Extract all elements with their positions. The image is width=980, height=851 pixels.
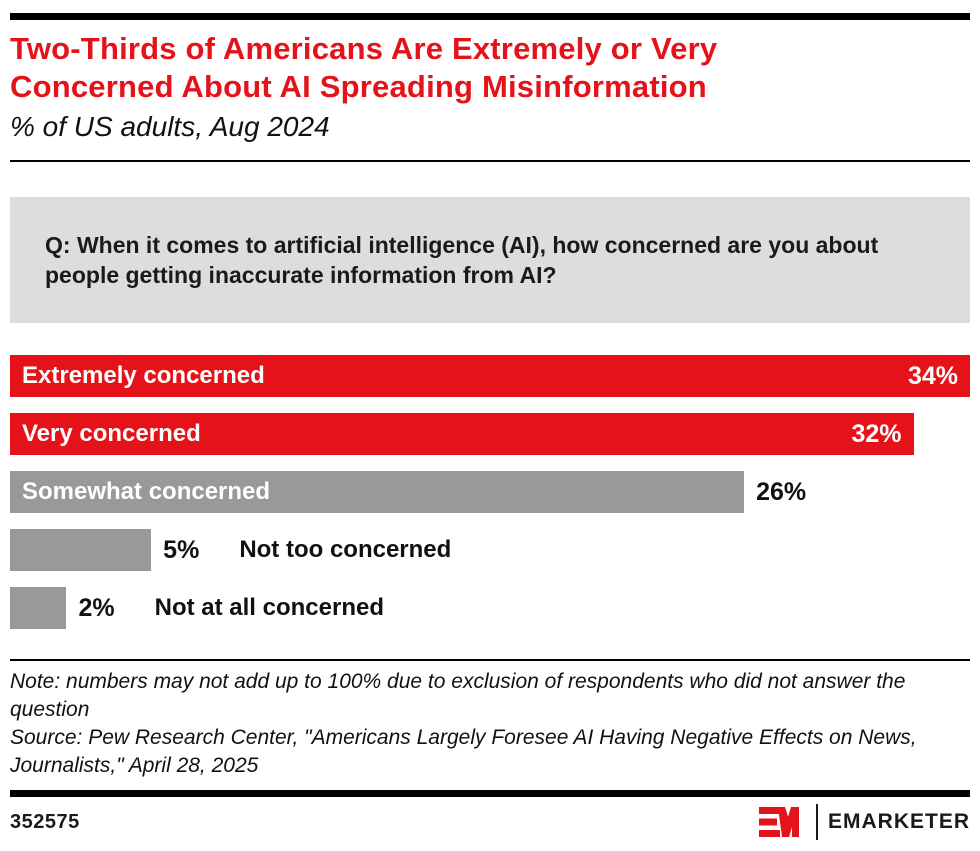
bar-extremely-concerned: Extremely concerned 34% [10, 355, 970, 397]
emarketer-logo-icon [758, 807, 806, 837]
bar-row-not-at-all-concerned: 2% Not at all concerned [10, 587, 970, 629]
bar-value: 32% [851, 419, 902, 448]
bar-row-somewhat-concerned: Somewhat concerned 26% [10, 471, 970, 513]
bar-label: Not at all concerned [154, 594, 384, 621]
bar-very-concerned: Very concerned 32% [10, 413, 914, 455]
bar-value: 34% [907, 361, 958, 390]
bar-label: Not too concerned [239, 536, 452, 563]
bar-chart: Extremely concerned 34% Very concerned 3… [10, 355, 970, 629]
title-divider [10, 160, 970, 162]
chart-id: 352575 [10, 810, 80, 833]
footer: 352575 EMARKETER [10, 804, 970, 840]
bar-value: 26% [756, 477, 807, 506]
chart-subtitle: % of US adults, Aug 2024 [10, 111, 330, 142]
note-text: Note: numbers may not add up to 100% due… [10, 670, 906, 721]
question-text: Q: When it comes to artificial intellige… [45, 232, 879, 288]
footer-rule [10, 790, 970, 797]
chart-title-line-1: Two-Thirds of Americans Are Extremely or… [10, 31, 718, 66]
bar-value: 2% [78, 593, 115, 622]
chart-title-line-2: Concerned About AI Spreading Misinformat… [10, 69, 707, 104]
bar-row-extremely-concerned: Extremely concerned 34% [10, 355, 970, 397]
bar-row-not-too-concerned: 5% Not too concerned [10, 529, 970, 571]
bar-not-too-concerned [10, 529, 152, 571]
question-box: Q: When it comes to artificial intellige… [10, 197, 970, 323]
emarketer-logo: EMARKETER [758, 804, 970, 840]
top-rule [10, 13, 970, 20]
source-text: Source: Pew Research Center, "Americans … [10, 726, 917, 777]
bar-label: Somewhat concerned [22, 478, 271, 505]
bar-somewhat-concerned: Somewhat concerned [10, 471, 745, 513]
bar-label: Extremely concerned [22, 362, 265, 389]
notes-section: Note: numbers may not add up to 100% due… [10, 668, 970, 780]
logo-divider [815, 804, 818, 840]
bar-value: 5% [163, 535, 200, 564]
emarketer-wordmark: EMARKETER [827, 810, 970, 833]
chart-page: Two-Thirds of Americans Are Extremely or… [0, 13, 980, 851]
bar-label: Very concerned [22, 420, 201, 447]
bar-not-at-all-concerned [10, 587, 67, 629]
bar-row-very-concerned: Very concerned 32% [10, 413, 970, 455]
chart-title: Two-Thirds of Americans Are Extremely or… [10, 30, 970, 106]
note-divider [10, 659, 970, 661]
